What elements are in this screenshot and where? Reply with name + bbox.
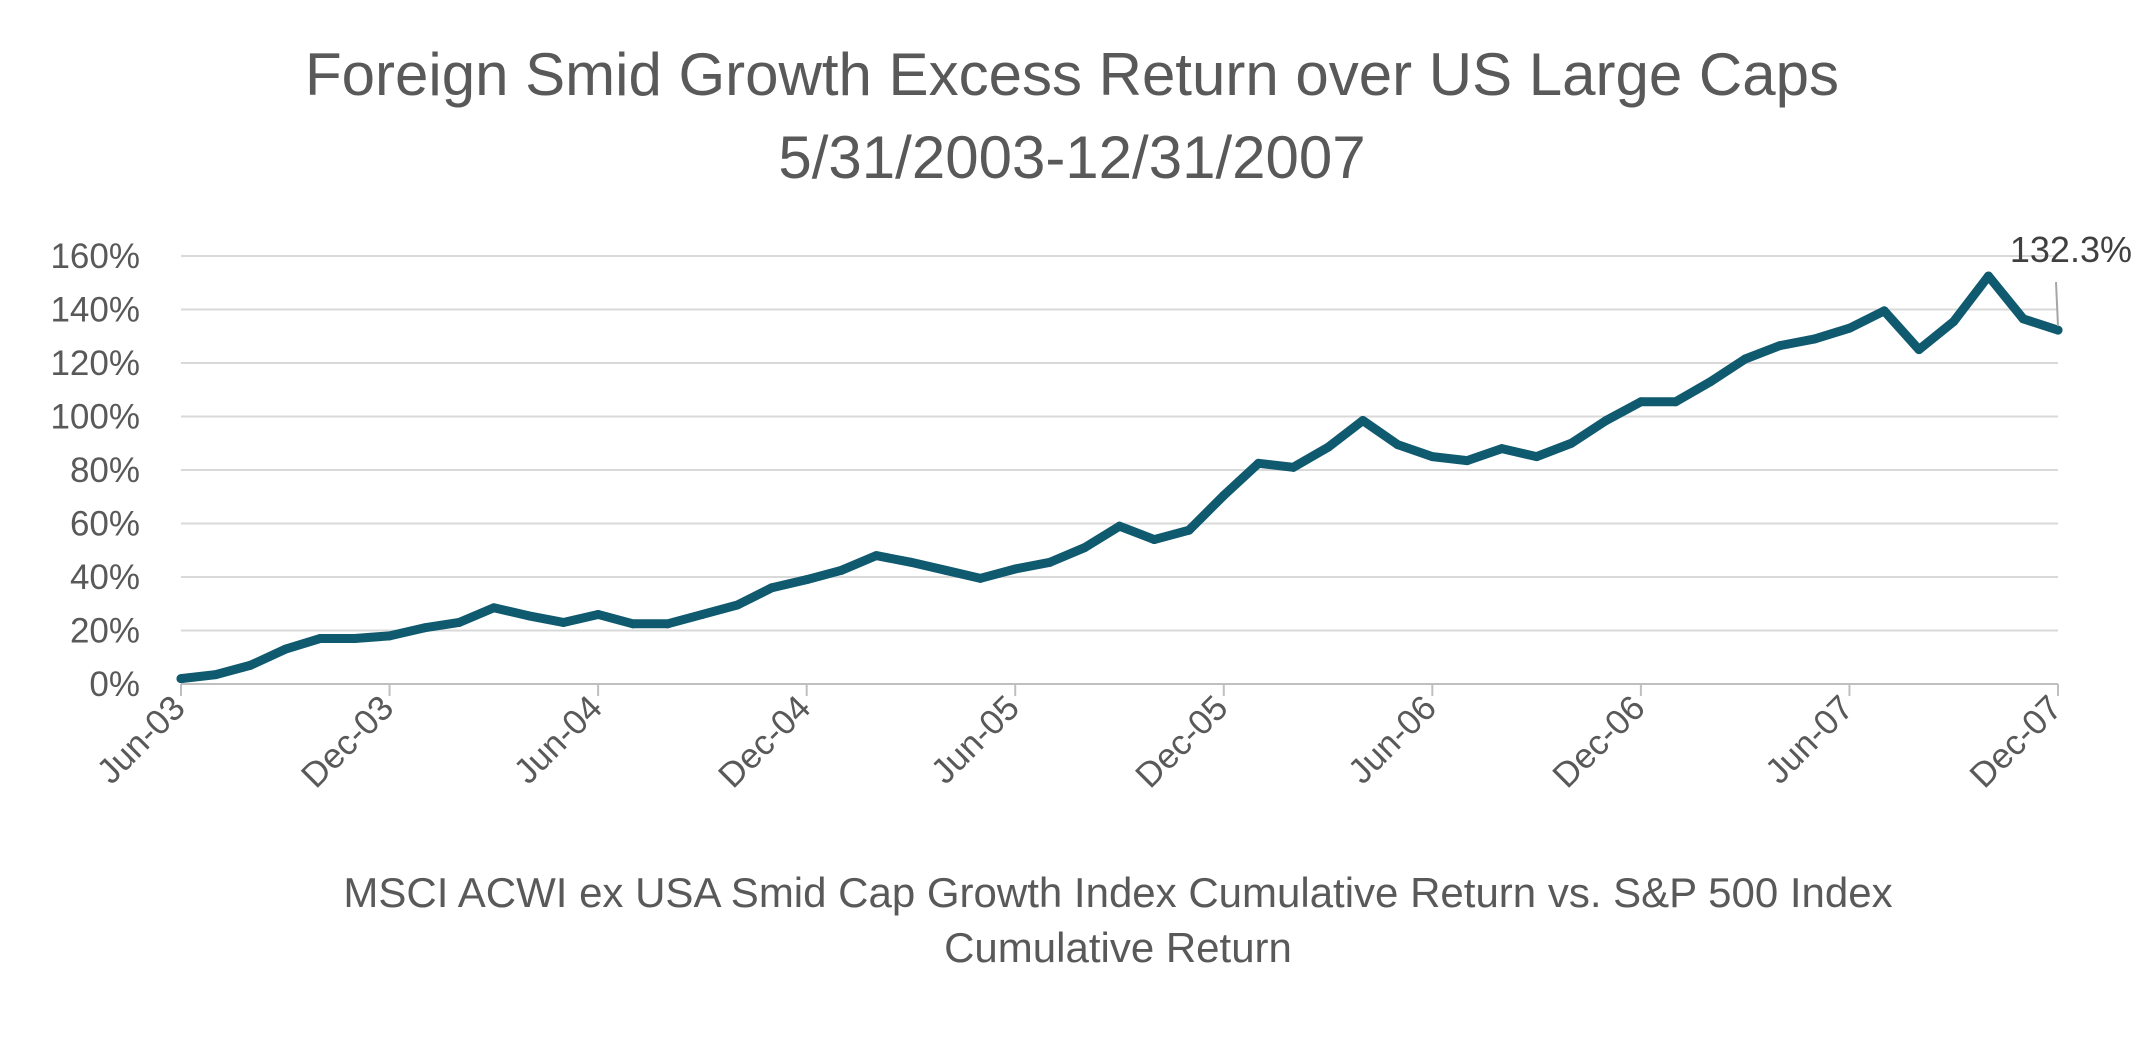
data-point [663, 619, 673, 629]
data-point [176, 674, 186, 684]
data-point [906, 557, 916, 567]
data-point [1914, 345, 1924, 355]
data-point [1740, 354, 1750, 364]
gridlines [181, 255, 2058, 685]
y-axis-ticks: 0% 20% 40% 60% 80% 100% 120% 140% 160% [50, 237, 140, 704]
data-point [1810, 334, 1820, 344]
data-point [1358, 416, 1368, 426]
y-tick-label: 100% [50, 398, 140, 437]
x-tick-label: Dec-03 [294, 688, 401, 795]
data-point [836, 565, 846, 575]
annotation-leader [2055, 282, 2059, 327]
data-point [593, 609, 603, 619]
data-point [1705, 377, 1715, 387]
data-point [1323, 442, 1333, 452]
data-point [871, 551, 881, 561]
data-point [280, 644, 290, 654]
x-tick-label: Dec-07 [1962, 688, 2069, 795]
data-point [1427, 452, 1437, 462]
data-point [1149, 535, 1159, 545]
y-tick-label: 140% [50, 291, 140, 330]
series-layer [176, 271, 2063, 684]
annotation-label: 132.3% [2010, 229, 2132, 270]
y-tick-label: 60% [70, 505, 140, 544]
data-point [697, 609, 707, 619]
data-point [1879, 306, 1889, 316]
series-line [176, 271, 2063, 684]
data-point [1532, 452, 1542, 462]
annotation-layer: 132.3% [2010, 229, 2132, 327]
y-tick-label: 0% [89, 665, 140, 704]
data-point [2053, 325, 2063, 335]
data-point [211, 670, 221, 680]
data-point [489, 603, 499, 613]
data-point [350, 634, 360, 644]
data-point [1983, 271, 1993, 281]
data-point [1601, 416, 1611, 426]
data-point [1775, 341, 1785, 351]
data-point [802, 575, 812, 585]
x-tick-label: Jun-07 [1758, 688, 1861, 791]
data-point [1566, 438, 1576, 448]
x-tick-label: Dec-06 [1545, 688, 1652, 795]
data-point [941, 565, 951, 575]
data-point [1010, 564, 1020, 574]
x-tick-label: Jun-05 [924, 688, 1027, 791]
data-point [1115, 521, 1124, 531]
x-tick-label: Dec-04 [711, 688, 818, 795]
data-point [1184, 525, 1194, 535]
y-tick-label: 80% [70, 451, 140, 490]
x-axis-label: MSCI ACWI ex USA Smid Cap Growth Index C… [343, 869, 1892, 916]
data-point [1844, 323, 1854, 333]
data-point [1288, 462, 1298, 472]
data-point [732, 600, 742, 610]
y-tick-label: 20% [70, 612, 140, 651]
x-tick-label: Jun-06 [1341, 688, 1444, 791]
data-point [315, 634, 325, 644]
data-point [1497, 444, 1507, 454]
data-point [1636, 397, 1646, 407]
chart-title: Foreign Smid Growth Excess Return over U… [305, 41, 1839, 108]
data-point [628, 619, 638, 629]
y-tick-label: 120% [50, 344, 140, 383]
data-point [454, 617, 464, 627]
data-point [246, 660, 256, 670]
x-tick-label: Dec-05 [1128, 688, 1235, 795]
data-point [524, 611, 534, 621]
data-point [1671, 397, 1681, 407]
data-point [767, 583, 777, 593]
data-point [1045, 557, 1055, 567]
data-point [2018, 314, 2028, 324]
x-axis-ticks: Jun-03 Dec-03 Jun-04 Dec-04 Jun-05 Dec-05 Jun-… [89, 684, 2070, 795]
data-point [1254, 458, 1264, 468]
data-point [1393, 440, 1403, 450]
data-point [1080, 543, 1090, 553]
data-point [419, 623, 429, 633]
data-point [975, 573, 985, 583]
data-point [1219, 490, 1229, 500]
x-axis-label-line2: Cumulative Return [944, 924, 1292, 971]
y-tick-label: 160% [50, 237, 140, 276]
data-point [558, 617, 568, 627]
y-tick-label: 40% [70, 558, 140, 597]
chart-subtitle: 5/31/2003-12/31/2007 [778, 124, 1365, 191]
x-tick-label: Jun-04 [507, 688, 610, 791]
data-point [1462, 456, 1472, 466]
data-point [1949, 317, 1959, 327]
data-point [385, 631, 395, 641]
